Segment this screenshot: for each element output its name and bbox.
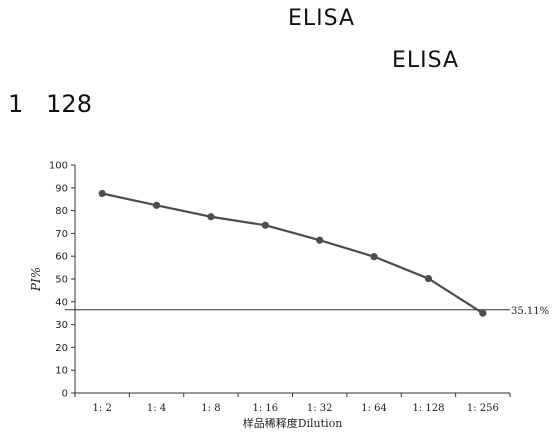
series-line — [101, 192, 484, 315]
x-tick-label: 1: 64 — [361, 403, 387, 414]
x-axis: 1: 2 1: 4 1: 8 1: 16 1: 32 1: 64 1: 128 1: 256 — [74, 392, 511, 414]
doc-text-line-3: 1 128 — [8, 90, 92, 118]
x-tick-label: 1: 4 — [147, 403, 166, 414]
y-tick-label: 20 — [55, 343, 68, 354]
threshold-label: 35.11% — [511, 306, 549, 317]
data-point — [370, 253, 378, 261]
data-point — [98, 189, 106, 198]
y-tick-label: 40 — [55, 297, 68, 308]
data-point — [479, 309, 487, 317]
x-tick-label: 1: 8 — [201, 403, 220, 414]
series — [98, 189, 487, 317]
data-point — [316, 236, 324, 244]
x-tick-label: 1: 32 — [307, 403, 333, 414]
x-tick-label: 1: 128 — [412, 403, 444, 414]
x-tick-label: 1: 256 — [467, 403, 499, 414]
threshold: 35.11% — [65, 306, 549, 317]
data-point — [152, 201, 161, 209]
y-tick-label: 10 — [55, 366, 68, 377]
y-tick-label: 80 — [55, 206, 68, 217]
doc-text-line-2: ELISA — [392, 48, 460, 73]
y-axis: 0 10 20 30 40 50 60 70 80 90 100 — [49, 161, 76, 400]
data-point — [207, 213, 215, 221]
data-point — [261, 221, 269, 229]
data-point — [424, 274, 433, 283]
y-tick-label: 60 — [55, 252, 68, 263]
y-tick-label: 30 — [55, 320, 68, 331]
y-axis-title: PI% — [29, 267, 43, 292]
y-tick-label: 100 — [49, 161, 68, 172]
doc-text-line-1: ELISA — [288, 6, 356, 31]
x-tick-label: 1: 2 — [93, 403, 112, 414]
y-tick-label: 50 — [55, 275, 68, 286]
x-tick-label: 1: 16 — [252, 403, 278, 414]
y-tick-label: 0 — [62, 389, 68, 400]
y-tick-label: 70 — [55, 229, 68, 240]
x-axis-title: 样品稀释度Dilution — [243, 416, 343, 430]
line-chart: 0 10 20 30 40 50 60 70 80 90 100 1: 2 1: 4 1: 8 1: 16… — [29, 161, 549, 431]
y-tick-label: 90 — [55, 183, 68, 194]
